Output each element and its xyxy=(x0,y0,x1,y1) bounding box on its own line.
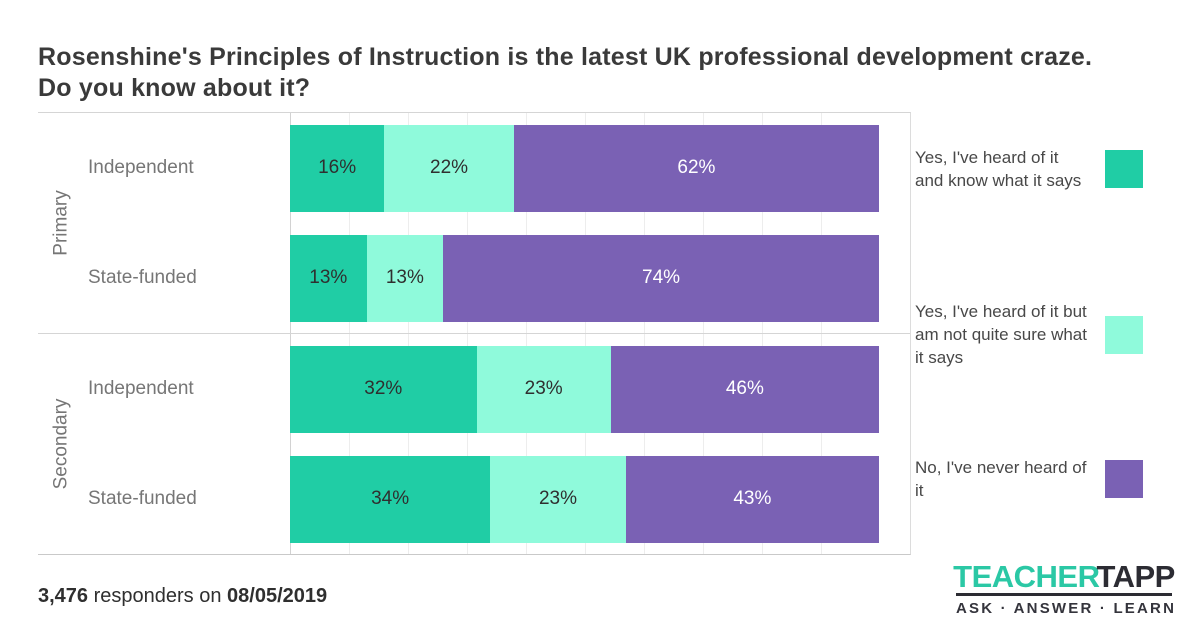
group-label-text: Secondary xyxy=(50,398,72,490)
legend-swatch xyxy=(1105,315,1143,354)
logo-teacher-text: TEACHER xyxy=(953,559,1100,594)
stacked-bar: 13% 13% 74% xyxy=(290,234,879,322)
bar-segment: 13% xyxy=(366,234,444,322)
legend-label: Yes, I've heard of it and know what it s… xyxy=(915,148,1082,190)
row-label: State-funded xyxy=(88,488,197,509)
group-label: Secondary xyxy=(38,334,85,554)
panel-rows: Independent 32% 23% 46% State-funded 34% 23% 43… xyxy=(85,334,910,554)
responders-count: 3,476 xyxy=(38,585,89,607)
logo-tagline: ASK · ANSWER · LEARN xyxy=(956,600,1177,617)
stacked-bar: 32% 23% 46% xyxy=(290,345,879,433)
chart-row: State-funded 34% 23% 43% xyxy=(85,444,910,554)
chart-panel-primary: Primary Independent 16% 22% 62% State-funded 1… xyxy=(38,113,910,333)
bar-segment: 22% xyxy=(384,124,514,212)
group-label: Primary xyxy=(38,113,85,333)
row-label: Independent xyxy=(88,378,194,399)
logo-tapp-text: TAPP xyxy=(1096,559,1175,594)
chart-row: Independent 32% 23% 46% xyxy=(85,334,910,444)
group-label-text: Primary xyxy=(50,190,72,256)
bar-segment: 34% xyxy=(290,455,491,543)
row-label: State-funded xyxy=(88,267,197,288)
bar-segment: 13% xyxy=(290,234,367,322)
logo-wordmark: TEACHER TAPP xyxy=(953,554,1175,594)
bar-segment: 23% xyxy=(490,455,626,543)
teacher-tapp-logo: TEACHER TAPP ASK · ANSWER · LEARN xyxy=(953,554,1177,617)
bar-segment: 23% xyxy=(476,345,611,433)
plot-area: Primary Independent 16% 22% 62% State-funded 1… xyxy=(38,112,911,555)
chart-row: Independent 16% 22% 62% xyxy=(85,113,910,223)
bar-segment: 62% xyxy=(513,124,879,212)
responders-text: responders on xyxy=(88,585,228,607)
survey-date: 08/05/2019 xyxy=(227,585,328,607)
row-label: Independent xyxy=(88,157,194,178)
legend-label: No, I've never heard of it xyxy=(915,458,1087,500)
legend-swatch xyxy=(1105,150,1143,188)
stacked-bar: 16% 22% 62% xyxy=(290,124,879,212)
footer-caption: 3,476 responders on 08/05/2019 xyxy=(38,585,327,608)
bar-segment: 74% xyxy=(443,234,879,322)
bar-segment: 16% xyxy=(290,124,385,212)
bar-segment: 46% xyxy=(610,345,879,433)
panel-rows: Independent 16% 22% 62% State-funded 13% 13% 74… xyxy=(85,113,910,333)
chart-title: Rosenshine's Principles of Instruction i… xyxy=(38,42,1138,104)
stacked-bar: 34% 23% 43% xyxy=(290,455,879,543)
legend: Yes, I've heard of it and know what it s… xyxy=(915,112,1145,553)
legend-item: Yes, I've heard of it but am not quite s… xyxy=(915,300,1143,369)
legend-item: Yes, I've heard of it and know what it s… xyxy=(915,146,1143,192)
chart-title-line1: Rosenshine's Principles of Instruction i… xyxy=(38,43,1093,71)
chart-row: State-funded 13% 13% 74% xyxy=(85,223,910,333)
chart-panels: Primary Independent 16% 22% 62% State-funded 1… xyxy=(38,113,910,554)
bar-segment: 32% xyxy=(290,345,477,433)
legend-label: Yes, I've heard of it but am not quite s… xyxy=(915,302,1087,367)
legend-item: No, I've never heard of it xyxy=(915,456,1143,502)
legend-swatch xyxy=(1105,460,1143,498)
bar-segment: 43% xyxy=(625,455,879,543)
chart-panel-secondary: Secondary Independent 32% 23% 46% State-funde… xyxy=(38,333,910,554)
logo-rule xyxy=(956,593,1172,596)
chart-title-line2: Do you know about it? xyxy=(38,74,311,102)
